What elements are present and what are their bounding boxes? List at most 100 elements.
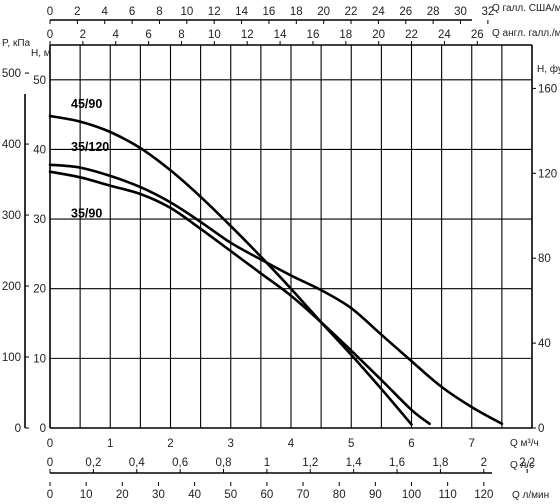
x-top-uk-tick-label: 20 [372, 29, 385, 41]
x-top-us-tick-label: 2 [74, 6, 80, 18]
x-bottom-ls-tick-label: 1 [264, 457, 270, 469]
y-outer-tick-label: 0 [15, 423, 21, 435]
y-main-tick-label: 40 [33, 144, 46, 156]
x-bottom-lmin-tick-label: 120 [474, 489, 493, 501]
x-top-us-tick-label: 18 [290, 6, 303, 18]
x-top-uk-tick-label: 8 [178, 29, 184, 41]
x-bottom-lmin-tick-label: 50 [224, 489, 237, 501]
x-top-us-tick-label: 8 [156, 6, 162, 18]
x-bottom-ls-axis-label: Q л/с [510, 460, 534, 471]
y-outer-tick-label: 200 [2, 281, 21, 293]
x-bottom-lmin-tick-label: 30 [152, 489, 165, 501]
x-top-uk-tick-label: 6 [145, 29, 151, 41]
x-bottom-ls-tick-label: 0 [47, 457, 53, 469]
y-outer-tick-label: 300 [2, 210, 21, 222]
x-top-us-tick-label: 22 [345, 6, 358, 18]
x-top-us-tick-label: 12 [208, 6, 221, 18]
y-outer-tick-label: 100 [2, 352, 21, 364]
x-top-us-tick-label: 4 [102, 6, 109, 18]
x-top-us-tick-label: 16 [263, 6, 276, 18]
x-top-uk-tick-label: 10 [208, 29, 221, 41]
x-top-us-tick-label: 6 [129, 6, 135, 18]
x-main-tick-label: 2 [167, 438, 173, 450]
x-bottom-ls-tick-label: 0,4 [129, 457, 146, 469]
x-top-us-tick-label: 0 [47, 6, 53, 18]
x-main-tick-label: 3 [228, 438, 234, 450]
x-top-us-tick-label: 14 [235, 6, 248, 18]
x-main-tick-label: 1 [107, 438, 113, 450]
curve-45-90 [48, 114, 413, 426]
x-bottom-lmin-tick-label: 0 [47, 489, 53, 501]
x-top-us-tick-label: 28 [427, 6, 440, 18]
x-bottom-lmin-tick-label: 60 [261, 489, 274, 501]
axes [24, 19, 533, 474]
x-top-us-tick-label: 32 [481, 6, 494, 18]
x-top-uk-tick-label: 4 [113, 29, 120, 41]
curve-label-35-90: 35/90 [71, 207, 102, 221]
y-right-tick-label: 40 [538, 338, 551, 350]
curve-35-90 [48, 170, 431, 426]
x-main-tick-label: 6 [408, 438, 414, 450]
x-top-us-tick-label: 30 [454, 6, 467, 18]
x-top-us-axis-label: Q галл. США/мин [492, 3, 560, 14]
x-bottom-lmin-tick-label: 20 [116, 489, 129, 501]
curve-label-45-90: 45/90 [71, 97, 102, 111]
x-bottom-lmin-tick-label: 70 [297, 489, 310, 501]
x-top-us-tick-label: 10 [180, 6, 193, 18]
y-outer-tick-label: 500 [2, 68, 21, 80]
performance-curves: 45/90 35/120 35/90 [48, 97, 504, 426]
y-main-tick-label: 20 [33, 284, 46, 296]
x-bottom-ls-tick-label: 2,2 [519, 457, 535, 469]
y-outer-tick-label: 400 [2, 139, 21, 151]
x-bottom-ls-tick-label: 0,6 [172, 457, 188, 469]
x-top-uk-tick-label: 2 [80, 29, 86, 41]
x-bottom-ls-tick-label: 2 [481, 457, 487, 469]
x-bottom-lmin-tick-label: 10 [80, 489, 93, 501]
y-outer-axis-label: P, кПа [2, 38, 31, 49]
x-top-us-tick-label: 26 [399, 6, 412, 18]
x-bottom-lmin-axis-label: Q л/мин [512, 490, 549, 501]
x-bottom-ls-tick-label: 0,2 [85, 457, 101, 469]
x-bottom-ls-tick-label: 1,4 [346, 457, 363, 469]
curve-35-120 [48, 163, 504, 426]
x-bottom-lmin-tick-label: 80 [333, 489, 346, 501]
y-right-axis-label: H, футы [537, 63, 560, 75]
curve-label-35-120: 35/120 [71, 140, 109, 154]
y-main-tick-label: 30 [33, 214, 46, 226]
y-right-tick-label: 80 [538, 253, 551, 265]
x-main-tick-label: 7 [469, 438, 475, 450]
x-top-uk-tick-label: 16 [307, 29, 320, 41]
x-bottom-lmin-tick-label: 40 [188, 489, 201, 501]
x-bottom-ls-tick-label: 1,6 [389, 457, 405, 469]
x-top-uk-tick-label: 18 [339, 29, 352, 41]
y-main-tick-label: 50 [33, 75, 46, 87]
x-top-uk-tick-label: 22 [405, 29, 418, 41]
x-bottom-ls-tick-label: 1,2 [302, 457, 318, 469]
x-bottom-ls-tick-label: 1,8 [432, 457, 448, 469]
y-main-tick-label: 0 [40, 423, 46, 435]
x-main-tick-label: 4 [288, 438, 295, 450]
x-main-tick-label: 0 [47, 438, 53, 450]
x-top-us-tick-label: 20 [317, 6, 330, 18]
x-top-uk-tick-label: 0 [47, 29, 53, 41]
x-top-us-tick-label: 24 [372, 6, 385, 18]
y-right-tick-label: 0 [538, 423, 544, 435]
x-bottom-ls-tick-label: 0,8 [216, 457, 232, 469]
x-top-uk-tick-label: 14 [274, 29, 287, 41]
x-main-tick-label: 5 [348, 438, 354, 450]
y-main-tick-label: 10 [33, 353, 46, 365]
y-main-axis-label: H, м [31, 48, 51, 59]
x-main-axis-label: Q м³/ч [510, 438, 539, 449]
x-top-uk-tick-label: 12 [241, 29, 254, 41]
x-bottom-lmin-tick-label: 110 [438, 489, 456, 501]
grid-lines [50, 45, 532, 428]
tick-labels: 0 1 2 3 4 5 6 701020304050010020030040050004080… [2, 6, 557, 501]
x-top-uk-tick-label: 26 [471, 29, 484, 41]
y-right-tick-label: 160 [538, 83, 557, 95]
y-right-tick-label: 120 [538, 168, 557, 180]
x-top-uk-tick-label: 24 [438, 29, 451, 41]
x-top-uk-axis-label: Q англ. галл./мин [492, 28, 560, 39]
x-bottom-lmin-tick-label: 100 [402, 489, 421, 501]
x-bottom-lmin-tick-label: 90 [369, 489, 382, 501]
